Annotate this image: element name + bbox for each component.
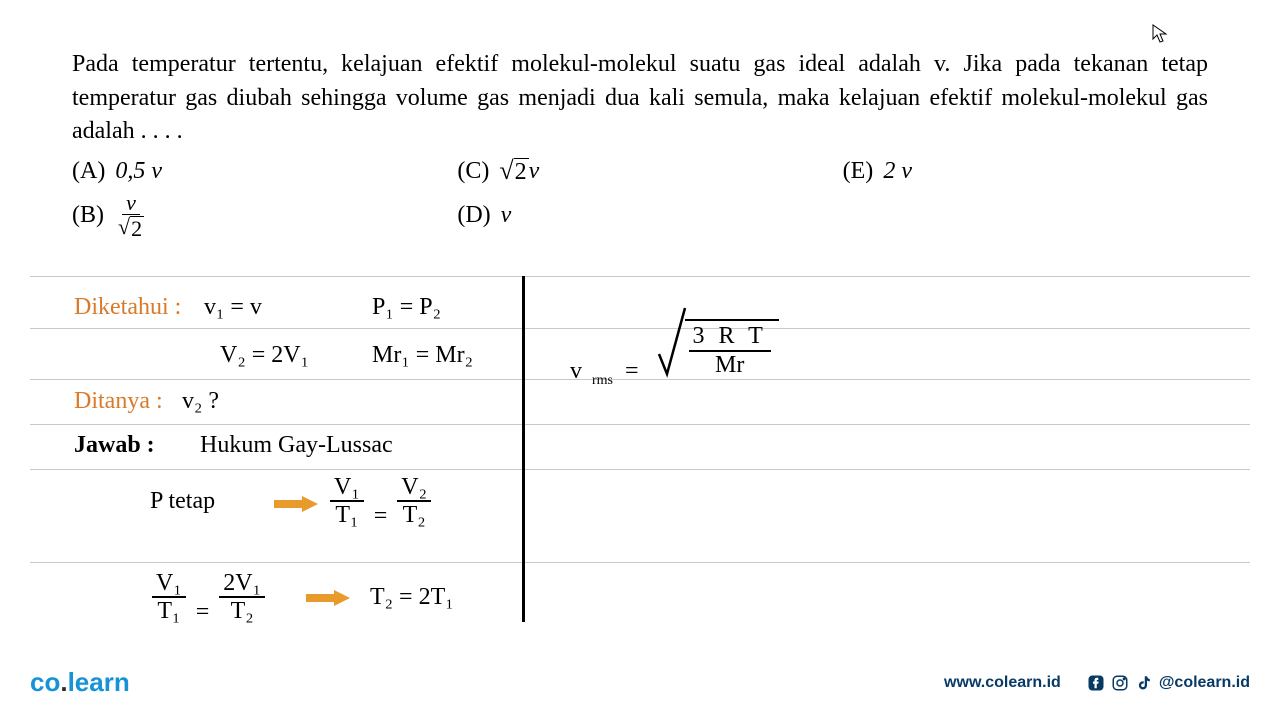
logo-co: co [30,667,60,697]
option-d: (D) v [457,191,822,240]
footer: co.learn www.colearn.id @colearn.id [30,667,1250,698]
given-v2: V₂ = 2V₁ [220,342,309,369]
gl-left-bot: T₁ [331,502,362,528]
sqrt-icon: √ [118,216,130,238]
ruled-line [30,276,1250,277]
option-e: (E) 2 v [843,153,1208,191]
vrms-top: 3 R T [689,323,771,351]
option-c-radicand: 2 [514,158,529,186]
sub-right-bot: T₂ [227,598,258,624]
option-d-value: v [501,202,512,229]
jawab-value: Hukum Gay-Lussac [200,432,393,459]
option-a: (A) 0,5 v [72,153,437,191]
option-d-label: (D) [457,202,490,229]
option-c-after: v [529,158,540,185]
tiktok-icon [1135,674,1153,692]
option-e-label: (E) [843,158,874,185]
ruled-line [30,562,1250,563]
question-text: Pada temperatur tertentu, kelajuan efekt… [72,51,1208,144]
options-grid: (A) 0,5 v (C) √ 2 v (E) 2 v (B) v √ 2 [72,153,1208,240]
sub-left-bot: T₁ [153,598,184,624]
footer-url: www.colearn.id [944,674,1061,692]
cursor-icon [1152,24,1168,44]
option-b-label: (B) [72,202,104,229]
option-e-value: 2 v [883,158,912,185]
option-b-den-radicand: 2 [130,216,144,240]
substitution-equation: V₁ T₁ = 2V₁ T₂ [152,570,265,625]
worked-solution: Diketahui : v₁ = v P₁ = P₂ V₂ = 2V₁ Mr₁ … [30,272,1250,652]
given-mr: Mr₁ = Mr₂ [372,342,473,369]
sub-left-top: V₁ [152,570,186,598]
vertical-divider [522,276,525,622]
vrms-eq: = [625,358,639,384]
vrms-sub: rms [592,373,613,388]
arrow-icon [304,588,352,615]
given-p: P₁ = P₂ [372,294,441,321]
option-a-label: (A) [72,158,105,185]
sqrt-icon [657,306,687,378]
given-v1: v₁ = v [204,294,262,321]
logo-learn: learn [68,667,130,697]
gl-right-bot: T₂ [399,502,430,528]
option-c-label: (C) [457,158,489,185]
ruled-line [30,469,1250,470]
t2-result: T₂ = 2T₁ [370,584,454,611]
option-b: (B) v √ 2 [72,191,437,240]
jawab-label: Jawab : [74,432,155,459]
facebook-icon [1087,674,1105,692]
ditanya-label: Ditanya : [74,388,163,415]
arrow-icon [272,494,320,521]
sqrt-icon: √ [499,158,513,184]
p-tetap: P tetap [150,488,215,515]
option-c: (C) √ 2 v [457,153,822,191]
option-b-numerator: v [122,191,140,215]
social-icons: @colearn.id [1087,674,1250,692]
ditanya-value: v₂ ? [182,388,219,415]
footer-handle: @colearn.id [1159,674,1250,692]
gay-lussac-equation: V₁ T₁ = V₂ T₂ [330,474,431,529]
option-a-value: 0,5 v [115,158,162,185]
vrms-bot: Mr [711,352,748,378]
instagram-icon [1111,674,1129,692]
gl-left-top: V₁ [330,474,364,502]
diketahui-label: Diketahui : [74,294,181,321]
logo: co.learn [30,667,130,698]
vrms-formula: v rms = 3 R T Mr [570,306,779,389]
vrms-lhs: v [570,358,582,384]
gl-right-top: V₂ [397,474,431,502]
ruled-line [30,424,1250,425]
sub-right-top: 2V₁ [219,570,265,598]
